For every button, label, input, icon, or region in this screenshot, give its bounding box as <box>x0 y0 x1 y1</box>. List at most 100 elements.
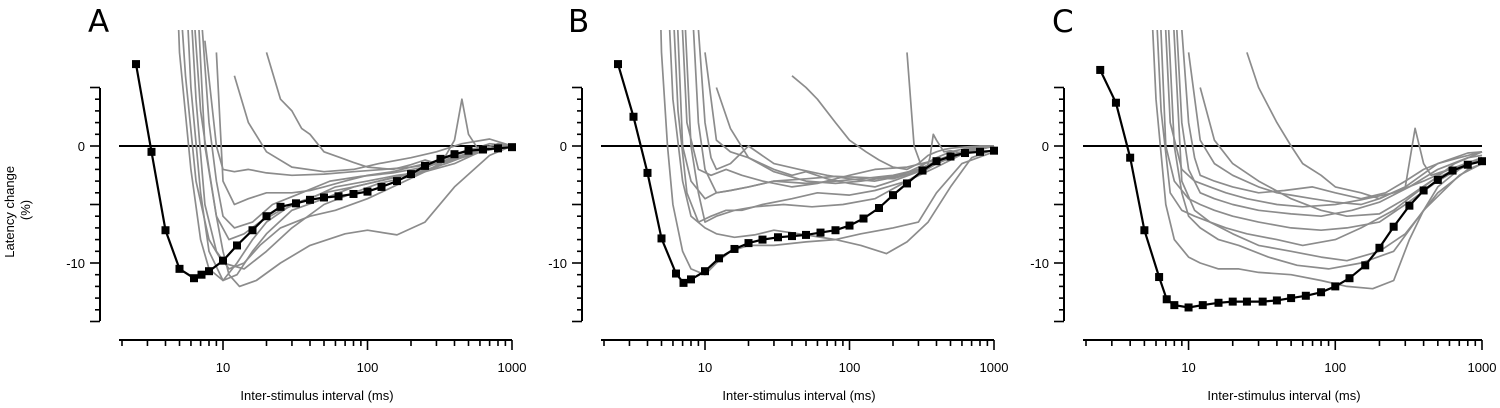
mean-point <box>1478 157 1486 166</box>
mean-point <box>1361 261 1370 270</box>
mean-point <box>859 214 868 223</box>
x-tick-label: 1000 <box>980 360 1009 375</box>
mean-point <box>1214 298 1223 307</box>
mean-point <box>1258 297 1267 306</box>
y-tick-label: -10 <box>1030 256 1049 271</box>
mean-point <box>276 202 285 211</box>
y-tick-label: -10 <box>66 256 85 271</box>
mean-point <box>679 278 688 287</box>
plot-area <box>132 30 516 288</box>
mean-point <box>197 270 206 279</box>
x-tick-label: 100 <box>839 360 861 375</box>
mean-point <box>1419 186 1428 195</box>
y-axis-title-line-1: Latency change <box>2 166 17 258</box>
individual-trace <box>791 75 994 171</box>
individual-trace <box>1151 30 1483 290</box>
mean-point <box>1405 201 1414 210</box>
mean-point <box>1301 291 1310 300</box>
individual-trace <box>215 52 513 206</box>
mean-point <box>1242 297 1251 306</box>
mean-point <box>614 60 623 69</box>
mean-point <box>450 150 459 159</box>
individual-trace <box>697 30 995 182</box>
mean-point <box>132 60 141 69</box>
mean-point <box>946 152 955 161</box>
mean-point <box>643 168 652 177</box>
x-tick-label: 1000 <box>1468 360 1497 375</box>
mean-point <box>961 149 970 158</box>
individual-trace <box>1173 30 1483 262</box>
individual-trace <box>673 30 995 223</box>
mean-point <box>305 195 314 204</box>
mean-point <box>406 170 415 179</box>
mean-point <box>1228 297 1237 306</box>
mean-point <box>657 234 666 243</box>
mean-point <box>493 144 502 153</box>
mean-point <box>758 235 767 244</box>
individual-trace <box>715 87 995 185</box>
mean-point <box>874 204 883 213</box>
individual-trace <box>1187 52 1483 206</box>
mean-trace <box>616 63 995 284</box>
mean-point <box>291 199 300 208</box>
mean-point <box>436 154 445 163</box>
mean-point <box>686 275 695 284</box>
y-tick-label: 0 <box>78 139 85 154</box>
mean-point <box>262 212 271 221</box>
individual-trace <box>1176 30 1483 218</box>
mean-point <box>190 274 199 283</box>
mean-point <box>932 157 941 166</box>
mean-point <box>1272 296 1281 305</box>
mean-point <box>831 226 840 235</box>
mean-point <box>1375 243 1384 252</box>
individual-trace <box>187 30 513 282</box>
mean-point <box>1126 153 1135 162</box>
x-tick-label: 10 <box>216 360 230 375</box>
mean-point <box>701 267 710 276</box>
individual-trace <box>1181 30 1483 200</box>
mean-point <box>508 143 516 152</box>
mean-point <box>1317 288 1326 297</box>
mean-point <box>233 241 242 250</box>
x-axis-title: Inter-stimulus interval (ms) <box>240 388 393 403</box>
panel-label: C <box>1052 4 1074 40</box>
x-tick-label: 10 <box>1181 360 1195 375</box>
mean-point <box>903 179 912 188</box>
mean-point <box>1140 226 1149 235</box>
mean-point <box>1111 98 1120 107</box>
individual-trace <box>692 30 994 194</box>
y-tick-label: -10 <box>548 256 567 271</box>
mean-point <box>1155 273 1164 282</box>
x-tick-label: 1000 <box>498 360 527 375</box>
mean-point <box>888 191 897 200</box>
plot-area <box>1096 30 1486 312</box>
mean-point <box>744 239 753 248</box>
panel-b: B 0 -10 10 100 1000 Inter-stimulus interval (m… <box>548 4 1009 403</box>
mean-point <box>147 147 156 156</box>
mean-point <box>320 193 329 202</box>
mean-point <box>479 145 488 154</box>
individual-trace <box>684 30 995 223</box>
panel-a: A 0 -10 10 100 1000 Inter-stimulus interval (m… <box>66 4 527 403</box>
x-tick-label: 100 <box>1324 360 1346 375</box>
x-axis-title: Inter-stimulus interval (ms) <box>722 388 875 403</box>
mean-point <box>918 166 927 175</box>
mean-point <box>363 187 372 196</box>
mean-trace <box>1099 69 1483 309</box>
mean-point <box>629 112 638 121</box>
panel-label: B <box>568 4 589 40</box>
mean-point <box>1287 294 1296 303</box>
mean-point <box>730 244 739 253</box>
mean-point <box>787 232 796 241</box>
mean-point <box>672 269 681 278</box>
mean-point <box>464 146 473 155</box>
individual-trace <box>1156 30 1483 247</box>
mean-point <box>1170 301 1179 310</box>
mean-point <box>1198 301 1207 310</box>
x-tick-label: 10 <box>698 360 712 375</box>
individual-trace <box>704 52 995 188</box>
individual-trace <box>233 75 513 173</box>
y-tick-label: 0 <box>1042 139 1049 154</box>
mean-point <box>1345 274 1354 283</box>
mean-point <box>802 230 811 239</box>
